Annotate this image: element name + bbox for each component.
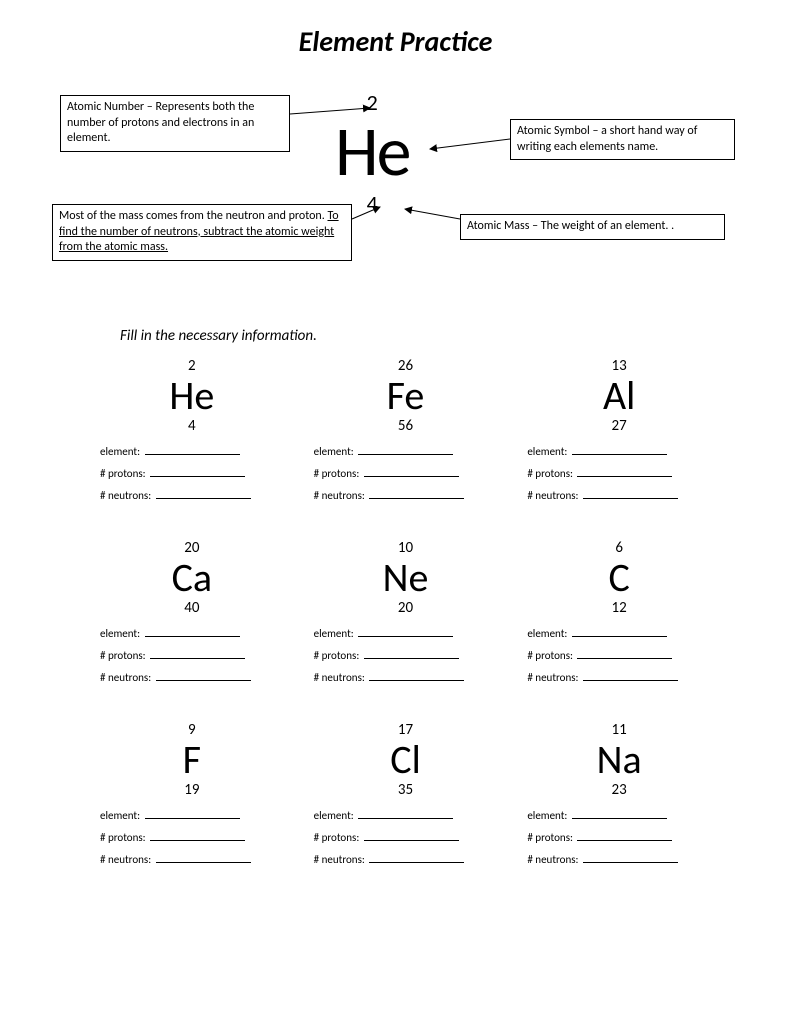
element-blank[interactable] — [572, 809, 667, 819]
cell-atomic-mass: 12 — [527, 599, 711, 617]
element-cell: 17Cl35element: # protons: # neutrons: — [314, 721, 498, 875]
neutrons-field: # neutrons: — [527, 853, 711, 866]
cell-atomic-mass: 35 — [314, 781, 498, 799]
arrow-number — [290, 104, 380, 124]
neutrons-blank[interactable] — [369, 489, 464, 499]
protons-blank[interactable] — [364, 649, 459, 659]
neutrons-field: # neutrons: — [314, 671, 498, 684]
protons-blank[interactable] — [577, 831, 672, 841]
element-cell: 10Ne20element: # protons: # neutrons: — [314, 539, 498, 693]
neutrons-blank[interactable] — [369, 671, 464, 681]
element-grid: 2He4element: # protons: # neutrons: 26Fe… — [100, 357, 711, 875]
neutrons-blank[interactable] — [156, 489, 251, 499]
atomic-number-text: Atomic Number – Represents both the numb… — [67, 100, 254, 145]
protons-field: # protons: — [527, 649, 711, 662]
cell-symbol: He — [100, 375, 284, 417]
element-blank[interactable] — [572, 627, 667, 637]
page-title: Element Practice — [0, 0, 791, 59]
protons-field: # protons: — [100, 467, 284, 480]
element-field: element: — [314, 445, 498, 458]
cell-symbol: Ca — [100, 557, 284, 599]
atomic-mass-text: Atomic Mass – The weight of an element. … — [467, 219, 674, 233]
element-field: element: — [527, 627, 711, 640]
element-blank[interactable] — [145, 809, 240, 819]
element-blank[interactable] — [572, 445, 667, 455]
protons-field: # protons: — [100, 649, 284, 662]
example-diagram: 2 He 4 Atomic Number – Represents both t… — [0, 89, 791, 319]
neutrons-blank[interactable] — [369, 853, 464, 863]
protons-field: # protons: — [314, 467, 498, 480]
neutrons-blank[interactable] — [583, 853, 678, 863]
mass-note-pre: Most of the mass comes from the neutron … — [59, 209, 327, 223]
element-field: element: — [314, 627, 498, 640]
cell-atomic-mass: 23 — [527, 781, 711, 799]
neutrons-field: # neutrons: — [314, 853, 498, 866]
element-cell: 20Ca40element: # protons: # neutrons: — [100, 539, 284, 693]
cell-symbol: Cl — [314, 739, 498, 781]
neutrons-field: # neutrons: — [100, 489, 284, 502]
cell-atomic-mass: 20 — [314, 599, 498, 617]
neutrons-field: # neutrons: — [314, 489, 498, 502]
cell-symbol: Na — [527, 739, 711, 781]
element-field: element: — [314, 809, 498, 822]
element-cell: 2He4element: # protons: # neutrons: — [100, 357, 284, 511]
cell-atomic-mass: 4 — [100, 417, 284, 435]
protons-field: # protons: — [100, 831, 284, 844]
element-field: element: — [100, 809, 284, 822]
element-blank[interactable] — [145, 627, 240, 637]
element-field: element: — [527, 809, 711, 822]
protons-blank[interactable] — [364, 467, 459, 477]
neutrons-field: # neutrons: — [100, 671, 284, 684]
atomic-number-box: Atomic Number – Represents both the numb… — [60, 95, 290, 152]
element-blank[interactable] — [358, 809, 453, 819]
neutrons-blank[interactable] — [156, 671, 251, 681]
atomic-mass-box: Atomic Mass – The weight of an element. … — [460, 214, 725, 240]
protons-blank[interactable] — [150, 831, 245, 841]
mass-note-box: Most of the mass comes from the neutron … — [52, 204, 352, 261]
protons-blank[interactable] — [577, 649, 672, 659]
arrow-mass-left — [350, 204, 390, 224]
element-field: element: — [100, 627, 284, 640]
arrow-mass-right — [400, 204, 470, 224]
arrow-symbol — [425, 134, 515, 154]
neutrons-blank[interactable] — [156, 853, 251, 863]
cell-atomic-mass: 19 — [100, 781, 284, 799]
protons-field: # protons: — [314, 649, 498, 662]
example-symbol: He — [335, 116, 409, 186]
element-blank[interactable] — [358, 445, 453, 455]
element-cell: 26Fe56element: # protons: # neutrons: — [314, 357, 498, 511]
cell-symbol: Ne — [314, 557, 498, 599]
atomic-symbol-box: Atomic Symbol – a short hand way of writ… — [510, 119, 735, 160]
element-blank[interactable] — [145, 445, 240, 455]
atomic-symbol-text: Atomic Symbol – a short hand way of writ… — [517, 124, 697, 154]
element-cell: 6C12element: # protons: # neutrons: — [527, 539, 711, 693]
element-cell: 9F19element: # protons: # neutrons: — [100, 721, 284, 875]
protons-blank[interactable] — [150, 649, 245, 659]
element-cell: 11Na23element: # protons: # neutrons: — [527, 721, 711, 875]
element-cell: 13Al27element: # protons: # neutrons: — [527, 357, 711, 511]
cell-atomic-mass: 56 — [314, 417, 498, 435]
cell-atomic-mass: 27 — [527, 417, 711, 435]
cell-symbol: F — [100, 739, 284, 781]
element-field: element: — [100, 445, 284, 458]
protons-blank[interactable] — [150, 467, 245, 477]
protons-blank[interactable] — [364, 831, 459, 841]
neutrons-blank[interactable] — [583, 671, 678, 681]
neutrons-blank[interactable] — [583, 489, 678, 499]
element-blank[interactable] — [358, 627, 453, 637]
protons-field: # protons: — [314, 831, 498, 844]
neutrons-field: # neutrons: — [527, 671, 711, 684]
cell-symbol: Fe — [314, 375, 498, 417]
element-field: element: — [527, 445, 711, 458]
neutrons-field: # neutrons: — [100, 853, 284, 866]
protons-blank[interactable] — [577, 467, 672, 477]
protons-field: # protons: — [527, 467, 711, 480]
cell-symbol: Al — [527, 375, 711, 417]
cell-symbol: C — [527, 557, 711, 599]
neutrons-field: # neutrons: — [527, 489, 711, 502]
protons-field: # protons: — [527, 831, 711, 844]
cell-atomic-mass: 40 — [100, 599, 284, 617]
instruction-text: Fill in the necessary information. — [120, 327, 791, 345]
